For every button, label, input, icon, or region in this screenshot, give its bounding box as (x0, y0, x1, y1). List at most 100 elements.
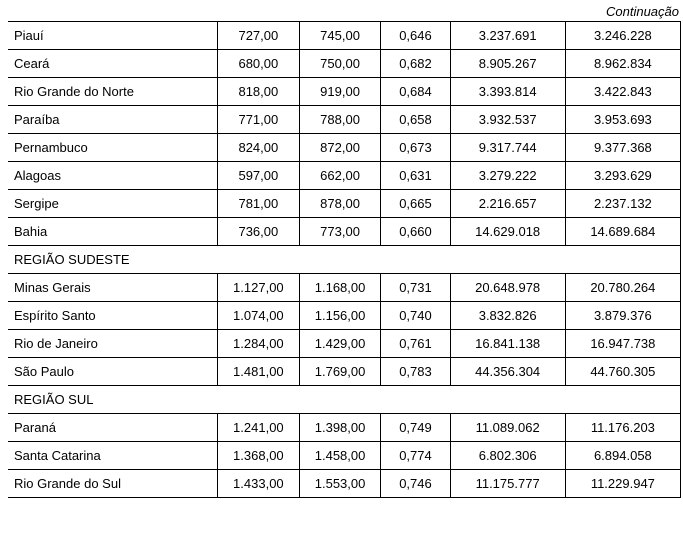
row-value: 1.168,00 (299, 274, 381, 302)
row-value: 0,682 (381, 50, 450, 78)
row-value: 2.237.132 (565, 190, 680, 218)
row-value: 3.237.691 (450, 22, 565, 50)
row-value: 0,646 (381, 22, 450, 50)
row-value: 597,00 (218, 162, 300, 190)
row-value: 818,00 (218, 78, 300, 106)
row-value: 44.356.304 (450, 358, 565, 386)
row-label: Rio Grande do Norte (8, 78, 218, 106)
row-label: Ceará (8, 50, 218, 78)
row-value: 878,00 (299, 190, 381, 218)
row-value: 11.175.777 (450, 470, 565, 498)
row-label: Paraíba (8, 106, 218, 134)
table-row: Espírito Santo1.074,001.156,000,7403.832… (8, 302, 681, 330)
table-section-row: REGIÃO SUDESTE (8, 246, 681, 274)
row-value: 20.780.264 (565, 274, 680, 302)
row-label: Espírito Santo (8, 302, 218, 330)
table-section-row: REGIÃO SUL (8, 386, 681, 414)
row-value: 680,00 (218, 50, 300, 78)
row-value: 3.422.843 (565, 78, 680, 106)
table-row: Sergipe781,00878,000,6652.216.6572.237.1… (8, 190, 681, 218)
table-row: Alagoas597,00662,000,6313.279.2223.293.6… (8, 162, 681, 190)
table-row: Rio Grande do Sul1.433,001.553,000,74611… (8, 470, 681, 498)
row-value: 0,658 (381, 106, 450, 134)
row-value: 3.953.693 (565, 106, 680, 134)
row-value: 1.127,00 (218, 274, 300, 302)
row-value: 0,761 (381, 330, 450, 358)
table-row: Piauí727,00745,000,6463.237.6913.246.228 (8, 22, 681, 50)
row-value: 11.176.203 (565, 414, 680, 442)
section-label: REGIÃO SUL (8, 386, 681, 414)
row-value: 662,00 (299, 162, 381, 190)
row-value: 1.074,00 (218, 302, 300, 330)
row-value: 1.156,00 (299, 302, 381, 330)
row-value: 3.879.376 (565, 302, 680, 330)
row-value: 3.832.826 (450, 302, 565, 330)
row-value: 3.279.222 (450, 162, 565, 190)
row-label: Rio de Janeiro (8, 330, 218, 358)
table-row: Rio Grande do Norte818,00919,000,6843.39… (8, 78, 681, 106)
row-label: Alagoas (8, 162, 218, 190)
row-value: 1.398,00 (299, 414, 381, 442)
row-label: Minas Gerais (8, 274, 218, 302)
row-value: 20.648.978 (450, 274, 565, 302)
row-value: 8.962.834 (565, 50, 680, 78)
table-row: Paraná1.241,001.398,000,74911.089.06211.… (8, 414, 681, 442)
row-value: 0,749 (381, 414, 450, 442)
continuation-label: Continuação (8, 4, 681, 19)
row-value: 9.377.368 (565, 134, 680, 162)
row-value: 3.293.629 (565, 162, 680, 190)
table-row: Minas Gerais1.127,001.168,000,73120.648.… (8, 274, 681, 302)
row-value: 736,00 (218, 218, 300, 246)
row-value: 0,673 (381, 134, 450, 162)
row-value: 3.246.228 (565, 22, 680, 50)
row-value: 0,740 (381, 302, 450, 330)
table-row: Pernambuco824,00872,000,6739.317.7449.37… (8, 134, 681, 162)
row-label: Piauí (8, 22, 218, 50)
row-value: 745,00 (299, 22, 381, 50)
row-value: 1.458,00 (299, 442, 381, 470)
table-row: Santa Catarina1.368,001.458,000,7746.802… (8, 442, 681, 470)
row-value: 727,00 (218, 22, 300, 50)
row-value: 1.241,00 (218, 414, 300, 442)
row-value: 11.089.062 (450, 414, 565, 442)
row-value: 9.317.744 (450, 134, 565, 162)
row-value: 0,783 (381, 358, 450, 386)
table-row: Ceará680,00750,000,6828.905.2678.962.834 (8, 50, 681, 78)
row-value: 14.629.018 (450, 218, 565, 246)
row-value: 0,731 (381, 274, 450, 302)
row-value: 14.689.684 (565, 218, 680, 246)
row-value: 781,00 (218, 190, 300, 218)
row-value: 1.481,00 (218, 358, 300, 386)
row-value: 8.905.267 (450, 50, 565, 78)
row-value: 16.841.138 (450, 330, 565, 358)
table-row: Rio de Janeiro1.284,001.429,000,76116.84… (8, 330, 681, 358)
row-value: 1.284,00 (218, 330, 300, 358)
row-value: 750,00 (299, 50, 381, 78)
data-table: Piauí727,00745,000,6463.237.6913.246.228… (8, 21, 681, 498)
row-value: 1.429,00 (299, 330, 381, 358)
table-row: Bahia736,00773,000,66014.629.01814.689.6… (8, 218, 681, 246)
row-label: São Paulo (8, 358, 218, 386)
row-value: 1.433,00 (218, 470, 300, 498)
row-label: Pernambuco (8, 134, 218, 162)
row-value: 0,665 (381, 190, 450, 218)
row-value: 0,774 (381, 442, 450, 470)
row-value: 788,00 (299, 106, 381, 134)
row-value: 919,00 (299, 78, 381, 106)
row-value: 872,00 (299, 134, 381, 162)
row-value: 2.216.657 (450, 190, 565, 218)
row-value: 11.229.947 (565, 470, 680, 498)
row-value: 0,660 (381, 218, 450, 246)
row-value: 6.802.306 (450, 442, 565, 470)
table-row: São Paulo1.481,001.769,000,78344.356.304… (8, 358, 681, 386)
row-value: 16.947.738 (565, 330, 680, 358)
row-label: Rio Grande do Sul (8, 470, 218, 498)
row-label: Paraná (8, 414, 218, 442)
row-value: 1.769,00 (299, 358, 381, 386)
row-value: 0,631 (381, 162, 450, 190)
row-value: 1.553,00 (299, 470, 381, 498)
row-value: 773,00 (299, 218, 381, 246)
row-value: 824,00 (218, 134, 300, 162)
row-label: Santa Catarina (8, 442, 218, 470)
row-value: 0,746 (381, 470, 450, 498)
